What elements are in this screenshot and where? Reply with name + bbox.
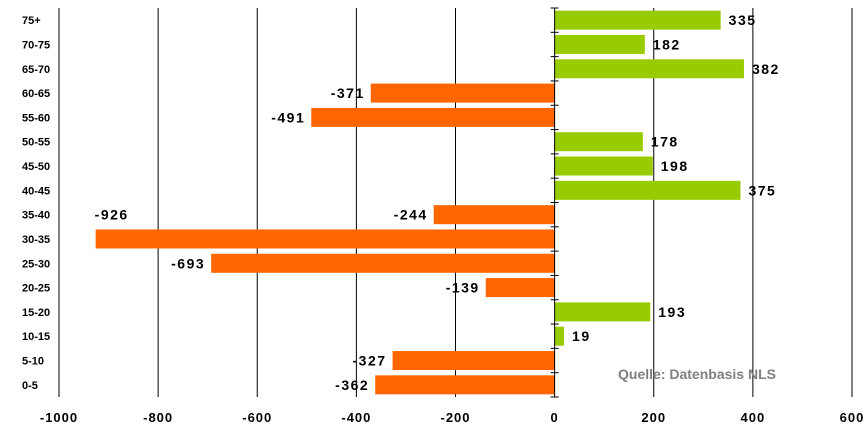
category-label: 35-40 — [22, 210, 50, 222]
x-tick-label: -200 — [440, 410, 470, 425]
category-label: 45-50 — [22, 161, 50, 173]
source-annotation: Quelle: Datenbasis NLS — [618, 366, 776, 382]
category-label: 5-10 — [22, 356, 44, 368]
data-label: -244 — [394, 207, 428, 223]
bar — [554, 59, 744, 79]
data-label: 382 — [752, 61, 780, 77]
data-label: 19 — [572, 328, 591, 344]
bar — [311, 107, 555, 127]
bar — [392, 351, 555, 371]
x-tick-label: 600 — [840, 410, 865, 425]
bar — [554, 156, 653, 176]
category-label: 60-65 — [22, 88, 50, 100]
data-label: 198 — [661, 158, 689, 174]
bar — [95, 229, 555, 249]
data-label: 182 — [653, 36, 681, 52]
category-label: 10-15 — [22, 331, 50, 343]
x-tick-label: -1000 — [40, 410, 78, 425]
data-label: 335 — [729, 12, 757, 28]
bar — [433, 205, 555, 225]
bar — [554, 302, 651, 322]
category-label: 40-45 — [22, 185, 50, 197]
x-tick-label: -400 — [341, 410, 371, 425]
axes — [550, 7, 559, 398]
category-label: 50-55 — [22, 137, 50, 149]
category-label: 0-5 — [22, 380, 38, 392]
category-label: 15-20 — [22, 307, 50, 319]
data-label: 193 — [658, 304, 686, 320]
bar — [211, 253, 555, 273]
bar — [370, 83, 555, 103]
x-tick-label: -800 — [143, 410, 173, 425]
category-label: 75+ — [22, 15, 41, 27]
category-label: 55-60 — [22, 112, 50, 124]
category-label: 30-35 — [22, 234, 50, 246]
category-label: 25-30 — [22, 258, 50, 270]
category-label: 70-75 — [22, 39, 50, 51]
data-label: -491 — [271, 109, 305, 125]
bar — [485, 278, 555, 298]
x-tick-label: 0 — [551, 410, 559, 425]
x-tick-label: 400 — [741, 410, 766, 425]
data-label: -371 — [331, 85, 365, 101]
bar — [554, 326, 565, 346]
data-label: -139 — [446, 280, 480, 296]
bar — [554, 132, 643, 152]
x-tick-label: -600 — [242, 410, 272, 425]
category-label: 65-70 — [22, 64, 50, 76]
bar — [375, 375, 555, 395]
data-label: -926 — [95, 207, 129, 223]
data-label: 178 — [651, 134, 679, 150]
bar — [554, 180, 741, 200]
data-label: 375 — [748, 182, 776, 198]
bar — [554, 34, 645, 54]
bar — [554, 10, 721, 30]
x-tick-label: 200 — [641, 410, 666, 425]
labels: 335 182 382 -371 -491 178 198 375 -244 -926 -693 -1… — [22, 12, 865, 425]
category-label: 20-25 — [22, 283, 50, 295]
bars — [95, 10, 744, 395]
data-label: -693 — [171, 255, 205, 271]
data-label: -327 — [353, 353, 387, 369]
data-label: -362 — [335, 377, 369, 393]
